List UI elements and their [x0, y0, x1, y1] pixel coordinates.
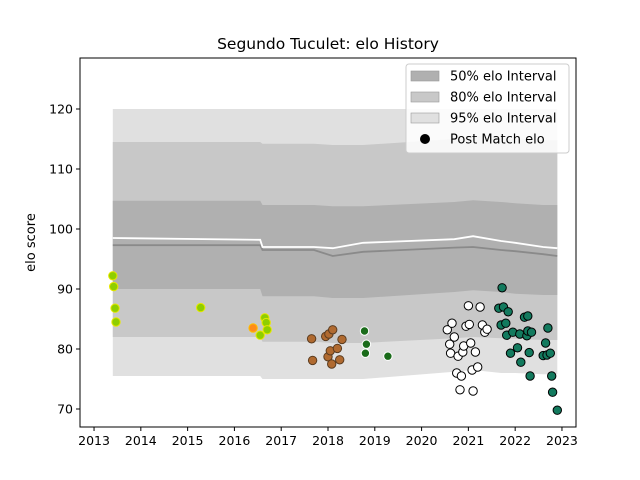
post-match-point — [547, 387, 558, 397]
post-match-point — [543, 323, 553, 333]
post-match-point — [359, 326, 370, 336]
x-tick-label: 2022 — [499, 433, 531, 448]
y-tick-label: 100 — [49, 222, 73, 237]
post-match-point — [445, 339, 455, 349]
post-match-point — [524, 347, 534, 358]
post-match-point — [468, 386, 478, 396]
post-match-point — [505, 348, 516, 358]
y-axis: 70 80 90 100 110 120 — [49, 102, 80, 417]
y-tick-label: 110 — [49, 162, 73, 177]
post-match-point — [512, 343, 523, 353]
x-tick-label: 2019 — [359, 433, 391, 448]
post-match-point — [501, 318, 511, 328]
post-match-point — [108, 271, 118, 281]
post-match-point — [497, 283, 507, 293]
post-match-point — [463, 301, 474, 311]
y-axis-title: elo score — [24, 213, 39, 272]
post-match-point — [449, 332, 459, 342]
post-match-point — [525, 371, 535, 381]
chart-title: Segundo Tuculet: elo History — [217, 35, 439, 53]
legend-swatch — [410, 91, 440, 103]
post-match-point — [455, 385, 465, 395]
y-tick-label: 70 — [57, 402, 73, 417]
post-match-point — [248, 323, 258, 333]
post-match-point — [110, 303, 120, 313]
x-tick-label: 2014 — [125, 433, 157, 448]
x-tick-label: 2023 — [546, 433, 578, 448]
post-match-point — [196, 302, 206, 313]
post-match-point — [337, 334, 347, 345]
x-tick-label: 2021 — [452, 433, 484, 448]
legend-swatch — [410, 70, 440, 82]
post-match-point — [327, 359, 337, 369]
post-match-point — [464, 319, 474, 330]
x-tick-label: 2015 — [172, 433, 204, 448]
post-match-point — [470, 347, 481, 357]
legend-label: 50% elo Interval — [450, 70, 557, 85]
post-match-point — [456, 371, 467, 381]
post-match-point — [442, 325, 452, 335]
x-tick-label: 2016 — [219, 433, 251, 448]
post-match-point — [109, 281, 119, 292]
legend-marker — [420, 134, 430, 144]
post-match-point — [552, 405, 562, 415]
legend-label: Post Match elo — [450, 133, 545, 148]
post-match-point — [540, 338, 551, 348]
post-match-point — [306, 334, 317, 344]
post-match-point — [475, 302, 485, 312]
legend-label: 80% elo Interval — [450, 91, 557, 106]
plot-area — [108, 109, 562, 415]
post-match-point — [503, 307, 513, 317]
y-tick-label: 90 — [57, 282, 73, 297]
post-match-point — [447, 318, 457, 328]
post-match-point — [328, 325, 338, 335]
mean-line — [112, 235, 558, 250]
post-match-point — [466, 338, 476, 348]
post-match-point — [516, 357, 526, 367]
post-match-point — [361, 339, 372, 349]
x-tick-label: 2017 — [265, 433, 297, 448]
legend-label: 95% elo Interval — [450, 112, 557, 127]
y-tick-label: 80 — [57, 342, 73, 357]
post-match-point — [111, 317, 121, 327]
legend-frame — [405, 63, 570, 154]
x-tick-label: 2018 — [312, 433, 344, 448]
post-match-point — [360, 348, 371, 358]
post-match-point — [383, 351, 393, 361]
post-match-point — [262, 325, 272, 335]
post-match-point — [547, 371, 557, 381]
post-match-point — [332, 343, 343, 354]
post-match-point — [545, 348, 555, 358]
post-match-point — [335, 355, 345, 365]
post-match-point — [526, 327, 537, 337]
post-match-point — [255, 330, 265, 340]
x-axis: 2013 2014 2015 2016 2017 2018 2019 2020 2021 2022… — [78, 427, 578, 448]
x-tick-label: 2020 — [406, 433, 438, 448]
legend: 50% elo Interval 80% elo Interval 95% elo … — [405, 63, 570, 154]
post-match-point — [482, 324, 492, 334]
post-match-point — [307, 355, 318, 366]
x-tick-label: 2013 — [78, 433, 110, 448]
legend-swatch — [410, 112, 440, 124]
post-match-point — [473, 362, 483, 372]
median-line — [112, 244, 558, 257]
post-match-point — [523, 311, 533, 321]
band-50 — [112, 200, 558, 298]
y-tick-label: 120 — [49, 102, 73, 117]
